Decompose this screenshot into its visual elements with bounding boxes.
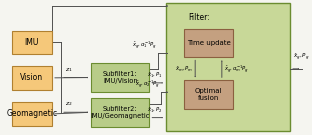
Text: IMU: IMU	[25, 38, 39, 47]
Text: $\hat{x}_g,\alpha_2^{-1}P_g$: $\hat{x}_g,\alpha_2^{-1}P_g$	[135, 78, 160, 90]
FancyBboxPatch shape	[12, 102, 52, 126]
Text: $\hat{x}_g, P_g$: $\hat{x}_g, P_g$	[293, 51, 310, 62]
Text: $\hat{x}_m, P_m$: $\hat{x}_m, P_m$	[174, 64, 193, 74]
Text: Time update: Time update	[187, 40, 230, 46]
FancyBboxPatch shape	[184, 80, 233, 109]
FancyBboxPatch shape	[12, 66, 52, 90]
FancyBboxPatch shape	[91, 63, 149, 92]
Text: $z_2$: $z_2$	[65, 100, 72, 108]
Text: $\hat{x}_g,\alpha_1^{-1}P_g$: $\hat{x}_g,\alpha_1^{-1}P_g$	[132, 39, 157, 51]
FancyBboxPatch shape	[91, 98, 149, 127]
Text: Optimal
fusion: Optimal fusion	[195, 88, 222, 101]
Text: $\hat{x}_1, P_1$: $\hat{x}_1, P_1$	[147, 71, 163, 80]
Text: Subfilter1:
IMU/Vision: Subfilter1: IMU/Vision	[103, 71, 138, 84]
FancyBboxPatch shape	[12, 31, 52, 54]
FancyBboxPatch shape	[166, 3, 290, 131]
Text: $\hat{x}_1, P_2$: $\hat{x}_1, P_2$	[147, 105, 163, 115]
Text: Vision: Vision	[20, 73, 43, 82]
Text: Filter:: Filter:	[188, 13, 210, 22]
FancyBboxPatch shape	[184, 29, 233, 58]
Text: Geomagnetic: Geomagnetic	[6, 109, 57, 118]
Text: $z_1$: $z_1$	[65, 66, 72, 74]
Text: Subfilter2:
IMU/Geomagnetic: Subfilter2: IMU/Geomagnetic	[90, 106, 150, 119]
Text: $\hat{x}_g,\alpha_m^{-1}P_g$: $\hat{x}_g,\alpha_m^{-1}P_g$	[224, 63, 249, 75]
